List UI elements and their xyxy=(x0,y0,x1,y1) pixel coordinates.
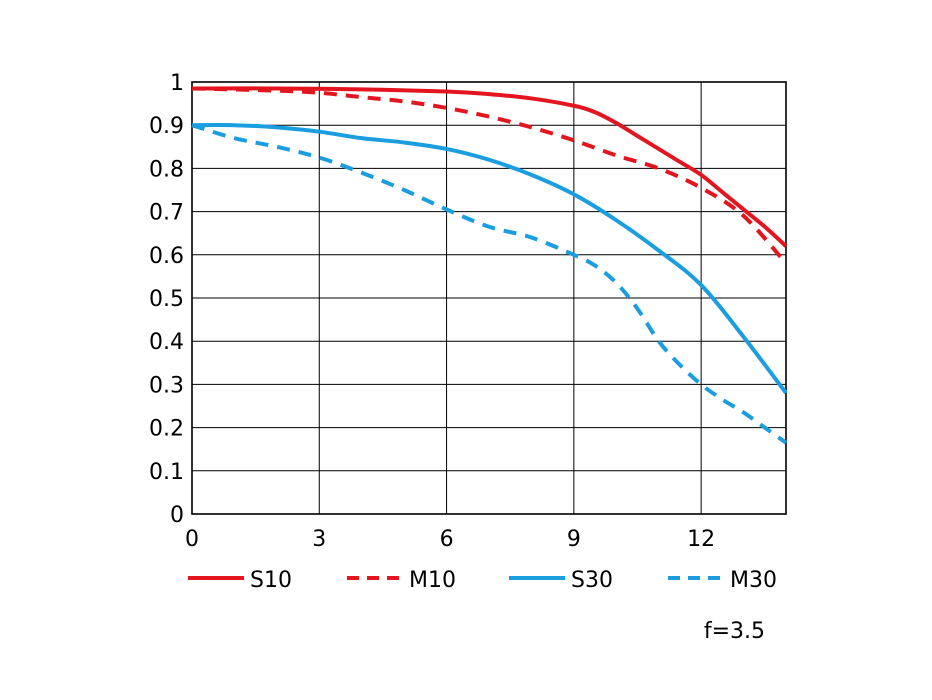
legend-label-m30: M30 xyxy=(730,568,777,593)
legend-label-s10: S10 xyxy=(250,568,292,593)
y-tick-label: 0.1 xyxy=(149,460,184,485)
series-line-s10 xyxy=(191,86,788,248)
legend-label-m10: M10 xyxy=(409,568,456,593)
y-tick-label: 0.8 xyxy=(149,157,184,182)
series-line-s30 xyxy=(191,123,788,395)
y-tick-labels: 0 0.1 0.2 0.3 0.4 0.5 0.6 0.7 0.8 0.9 1 xyxy=(149,71,184,528)
x-tick-label: 6 xyxy=(440,527,454,552)
x-tick-label: 3 xyxy=(312,527,326,552)
legend: S10 M10 S30 M30 xyxy=(188,568,777,593)
y-tick-label: 0.5 xyxy=(149,287,184,312)
x-tick-label: 0 xyxy=(185,527,199,552)
y-tick-label: 0.9 xyxy=(149,114,184,139)
y-tick-label: 0.2 xyxy=(149,417,184,442)
series-line-m30 xyxy=(191,123,788,445)
plot-frame xyxy=(191,81,787,515)
grid xyxy=(192,82,786,514)
y-tick-label: 1 xyxy=(170,71,184,96)
series-group xyxy=(191,86,788,445)
y-tick-label: 0.4 xyxy=(149,330,184,355)
legend-label-s30: S30 xyxy=(571,568,613,593)
y-tick-label: 0.3 xyxy=(149,373,184,398)
y-tick-label: 0.7 xyxy=(149,201,184,226)
y-tick-label: 0 xyxy=(170,503,184,528)
series-line-m10 xyxy=(191,86,788,265)
x-tick-labels: 0 3 6 9 12 xyxy=(185,527,715,552)
y-tick-label: 0.6 xyxy=(149,244,184,269)
x-tick-label: 9 xyxy=(567,527,581,552)
x-tick-label: 12 xyxy=(687,527,715,552)
aperture-note: f=3.5 xyxy=(704,619,765,644)
